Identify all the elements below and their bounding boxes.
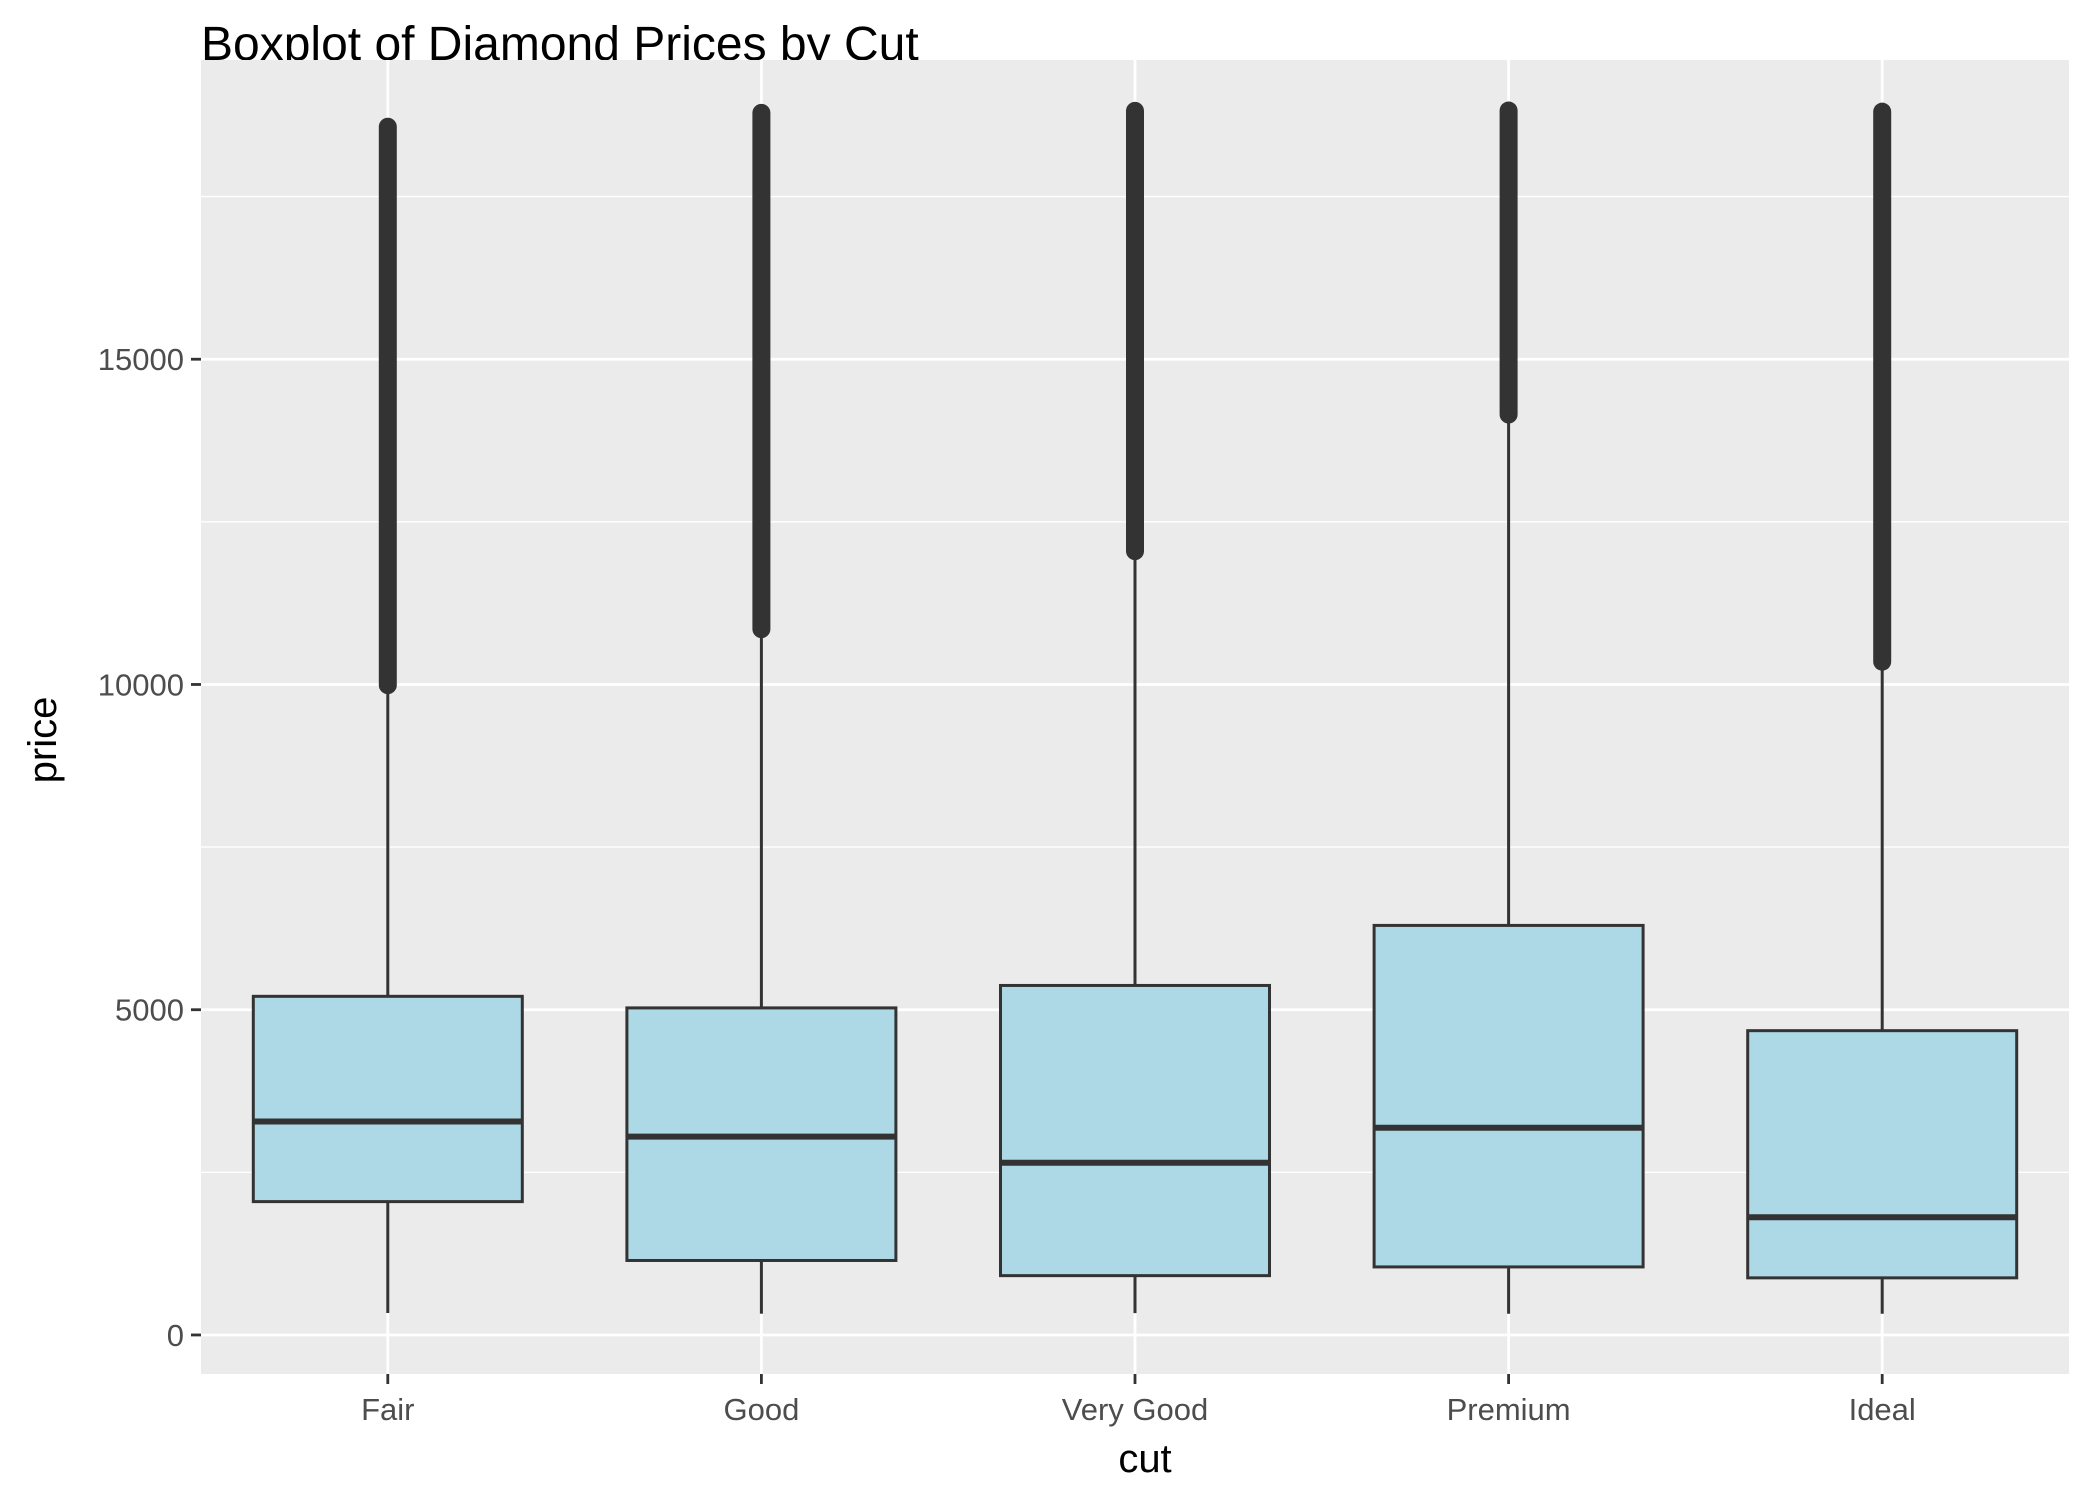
y-axis: 0 5000 10000 15000 (98, 342, 201, 1353)
iqr-box (1746, 1029, 2019, 1280)
boxes-layer (251, 101, 2019, 1314)
y-tick-label: 5000 (115, 993, 184, 1028)
box-premium (1372, 101, 1645, 1314)
box-ideal (1746, 102, 2019, 1314)
x-axis: Fair Good Very Good Premium Ideal (361, 1374, 1916, 1427)
x-tick-label: Premium (1447, 1392, 1571, 1427)
x-tick-label: Good (723, 1392, 799, 1427)
iqr-box (999, 983, 1271, 1278)
x-tick-label: Fair (361, 1392, 414, 1427)
iqr-box (251, 994, 524, 1204)
x-tick-label: Very Good (1062, 1392, 1208, 1427)
box-very-good (999, 101, 1271, 1314)
x-tick-label: Ideal (1849, 1392, 1916, 1427)
y-tick-label: 10000 (98, 667, 184, 702)
box-fair (251, 117, 524, 1314)
y-axis-title: price (21, 697, 65, 784)
box-good (625, 103, 898, 1314)
iqr-box (1372, 923, 1645, 1269)
x-axis-title: cut (1118, 1437, 1171, 1481)
y-tick-label: 0 (167, 1318, 184, 1353)
y-tick-label: 15000 (98, 342, 184, 377)
